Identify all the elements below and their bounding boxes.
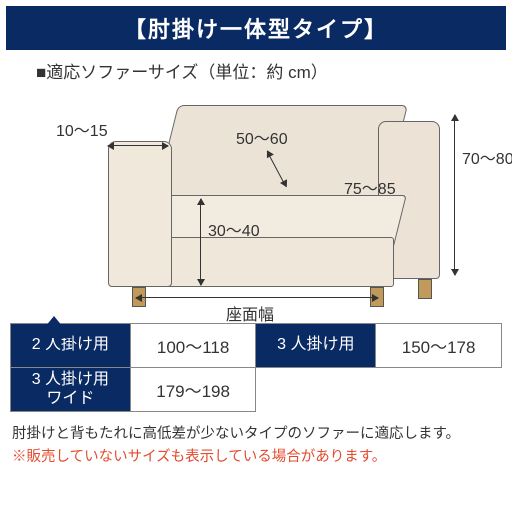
size-value: 100～118 <box>130 324 256 368</box>
empty-cell <box>256 368 502 412</box>
dim-total-height-value: 70～80 <box>462 151 484 169</box>
dim-arrow <box>136 297 378 298</box>
table-row: 2 人掛け用 100～118 3 人掛け用 150～178 <box>11 324 502 368</box>
size-label: 3 人掛け用 <box>256 324 376 368</box>
size-value: 179～198 <box>130 368 256 412</box>
table-row: 3 人掛け用 ワイド 179～198 <box>11 368 502 412</box>
page-title: 【肘掛け一体型タイプ】 <box>6 6 506 50</box>
dim-total-height: 70～80 <box>462 151 484 169</box>
sofa-leg <box>418 279 432 299</box>
size-value: 150～178 <box>376 324 502 368</box>
sofa-diagram: 10～15 50～60 30～40 75～85 70～80 座面幅 <box>36 87 476 317</box>
dim-side-depth: 75～85 <box>344 175 396 199</box>
size-table: 2 人掛け用 100～118 3 人掛け用 150～178 3 人掛け用 ワイド… <box>10 323 502 412</box>
note-warning: ※販売していないサイズも表示している場合があります。 <box>12 445 502 466</box>
size-label: 3 人掛け用 ワイド <box>11 368 131 412</box>
dim-seat-width-label: 座面幅 <box>226 301 274 325</box>
dim-arm-width: 10～15 <box>56 117 108 141</box>
dim-seat-height: 30～40 <box>208 217 260 241</box>
note-warning-text: ※販売していないサイズも表示している場合があります。 <box>12 449 386 465</box>
table-pointer-icon <box>36 316 72 338</box>
subtitle: ■適応ソファーサイズ（単位：約 cm） <box>36 58 512 83</box>
dim-seat-depth: 50～60 <box>236 125 288 149</box>
sofa-arm-left <box>108 141 172 287</box>
note-compat: 肘掛けと背もたれに高低差が少ないタイプのソファーに適応します。 <box>12 422 502 443</box>
dim-arrow <box>108 145 168 146</box>
dim-arrow <box>454 115 455 275</box>
dim-arrow <box>200 199 201 285</box>
